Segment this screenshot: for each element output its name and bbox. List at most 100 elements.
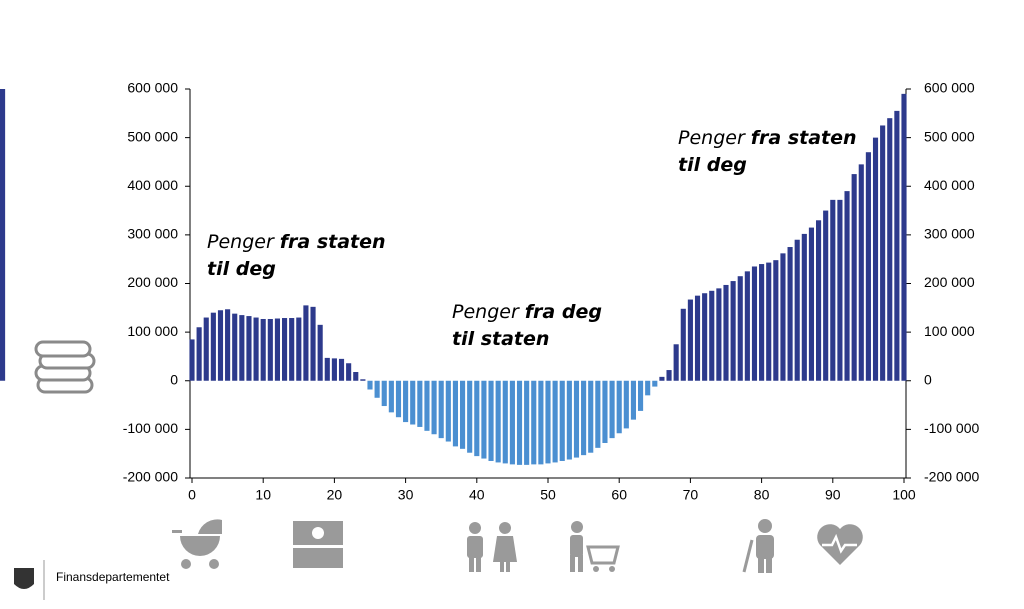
bar [837,199,843,381]
bar [538,380,544,465]
bar [395,380,402,418]
bar [880,125,886,381]
bar [495,380,501,463]
bar [766,262,772,381]
bar [459,380,466,449]
bar [609,380,615,439]
y2-tick-label: -200 000 [924,469,979,485]
bar [324,357,330,381]
bar [573,380,580,458]
bar [516,380,523,465]
bar [338,358,345,381]
x-tick-label: 70 [683,487,699,503]
x-tick-label: 10 [255,487,271,503]
bar [381,380,387,407]
bar [623,380,629,429]
bar [901,93,907,381]
bar [267,318,273,381]
bar [417,380,423,427]
bar [289,318,295,381]
bar [730,281,736,381]
bar [424,380,430,431]
bar [196,327,202,381]
y2-tick-label: 400 000 [924,177,975,193]
bar [830,199,836,381]
bar [808,227,815,381]
bar [844,191,850,381]
bar [588,380,594,453]
bar [467,380,473,453]
bar [239,315,245,381]
bar [353,371,359,381]
bar [858,164,864,381]
couple-icon [467,522,517,572]
bar [509,380,515,465]
bar [581,380,587,456]
annotation-line2: til staten [452,328,549,350]
bar [502,380,508,464]
bar [595,380,601,448]
bar [531,380,537,465]
y-tick-label: -100 000 [123,420,178,436]
bar [716,288,722,381]
shopping-icon [570,521,620,572]
bar [702,293,708,381]
bar [296,317,302,381]
y-tick-label: 100 000 [127,323,178,339]
bar [225,309,231,381]
y-tick-label: 200 000 [127,274,178,290]
bar [524,380,530,465]
cinema-icon [293,521,343,568]
bar [367,380,373,390]
bar [189,339,195,381]
y2-tick-label: 300 000 [924,226,975,242]
bar [894,110,900,381]
bar [403,380,409,423]
x-tick-label: 80 [754,487,770,503]
bar [310,306,316,381]
bar [645,380,651,396]
bar [680,308,686,381]
bar [616,380,622,434]
y2-tick-label: 500 000 [924,128,975,144]
y-tick-label: 300 000 [127,226,178,242]
bar [0,89,6,381]
y2-tick-label: 200 000 [924,274,975,290]
bar [744,271,750,381]
bar [374,380,380,398]
bar [452,380,459,447]
x-tick-label: 50 [540,487,556,503]
x-tick-label: 60 [611,487,627,503]
bar [346,363,352,381]
y-tick-label: 600 000 [127,80,178,96]
bar [694,295,701,381]
annotation-bold: fra staten [280,231,386,253]
bar [303,305,309,381]
bar [780,253,786,381]
bar [794,239,800,381]
bar [666,370,672,381]
bar [723,284,729,381]
annotation-bold: fra staten [751,127,857,149]
annotation-regular: Penger [207,231,275,253]
bar [431,380,437,435]
x-tick-label: 30 [398,487,414,503]
logo: Finansdepartementet [14,560,170,600]
bar [801,233,807,381]
annotation: Penger fra staten [678,127,857,149]
heart-icon [817,524,863,565]
bar [317,324,323,381]
y-tick-label: 0 [170,371,178,387]
bar [410,380,416,425]
bar [474,380,480,457]
bar [659,376,665,381]
bar [652,380,658,387]
stroller-icon [172,519,222,569]
bar [865,152,871,381]
x-tick-label: 100 [892,487,916,503]
ministry-name: Finansdepartementet [56,570,170,584]
bar [687,299,693,381]
bar [552,380,558,463]
bar [773,260,779,381]
